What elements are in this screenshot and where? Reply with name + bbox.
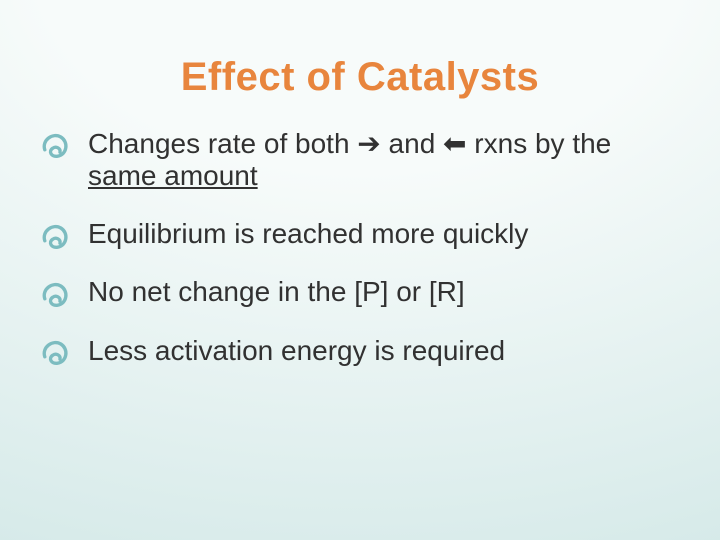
swirl-bullet-icon <box>40 220 72 252</box>
bullet-text: Changes rate of both ➔ and ⬅ rxns by the… <box>88 128 611 191</box>
arrow-glyph: ➔ <box>357 128 380 159</box>
swirl-bullet-icon <box>40 278 72 310</box>
slide-title: Effect of Catalysts <box>0 55 720 100</box>
arrow-glyph: ⬅ <box>443 128 466 159</box>
bullet-text: Equilibrium is reached more quickly <box>88 218 528 249</box>
bullet-list: Changes rate of both ➔ and ⬅ rxns by the… <box>40 128 680 367</box>
text-run: Equilibrium is reached more quickly <box>88 218 528 249</box>
bullet-item: Less activation energy is required <box>40 335 680 367</box>
swirl-bullet-icon <box>40 129 72 161</box>
bullet-item: Equilibrium is reached more quickly <box>40 218 680 250</box>
text-run: No net change in the [P] or [R] <box>88 276 465 307</box>
bullet-text: Less activation energy is required <box>88 335 505 366</box>
underlined-text: same amount <box>88 160 258 191</box>
bullet-text: No net change in the [P] or [R] <box>88 276 465 307</box>
swirl-bullet-icon <box>40 336 72 368</box>
text-run: rxns by the <box>467 128 612 159</box>
text-run: Changes rate of both <box>88 128 357 159</box>
bullet-item: No net change in the [P] or [R] <box>40 276 680 308</box>
slide: Effect of Catalysts Changes rate of both… <box>0 0 720 540</box>
text-run: Less activation energy is required <box>88 335 505 366</box>
text-run: and <box>381 128 443 159</box>
bullet-item: Changes rate of both ➔ and ⬅ rxns by the… <box>40 128 680 192</box>
